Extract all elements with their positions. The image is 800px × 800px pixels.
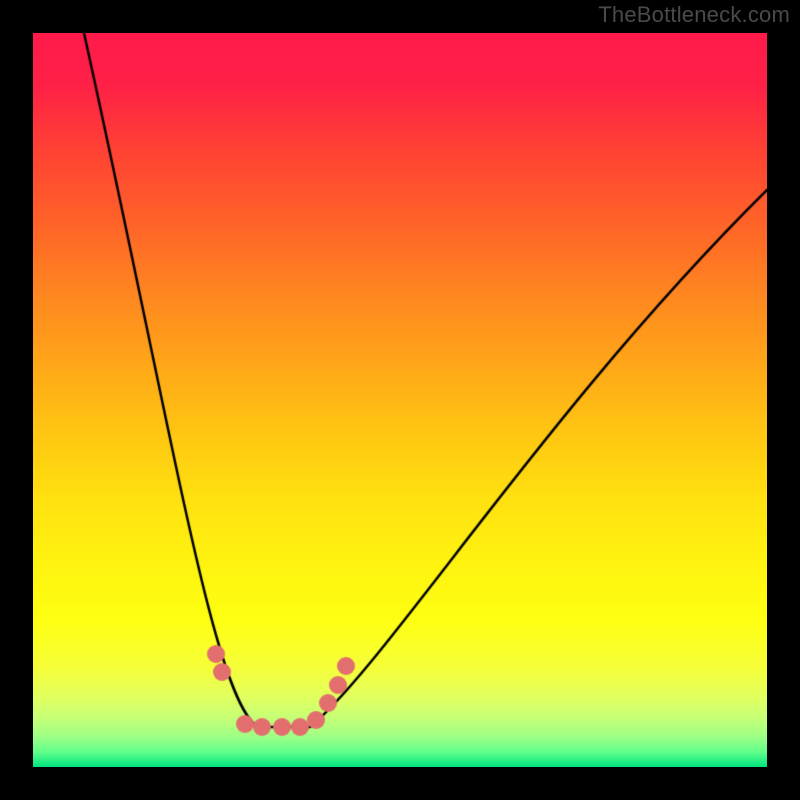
watermark-text: TheBottleneck.com (598, 2, 790, 28)
plot-area (33, 33, 767, 767)
figure-root: TheBottleneck.com (0, 0, 800, 800)
bottleneck-curve (33, 33, 767, 767)
